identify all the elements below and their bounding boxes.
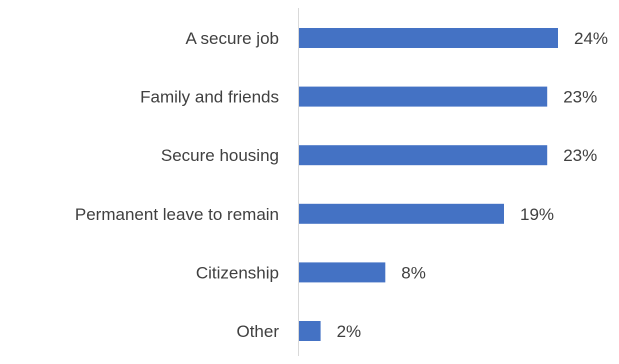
category-label: Family and friends	[140, 88, 279, 107]
category-label: Other	[236, 322, 279, 341]
category-label: Citizenship	[196, 263, 279, 282]
bar	[299, 262, 386, 283]
category-labels: A secure job Family and friends Secure hou…	[75, 29, 279, 341]
category-label: Secure housing	[161, 146, 279, 165]
bar	[299, 203, 504, 224]
bar	[299, 28, 558, 48]
bar	[299, 321, 321, 341]
value-label: 2%	[337, 322, 362, 341]
value-label: 19%	[520, 205, 554, 224]
bars-layer	[299, 28, 558, 341]
value-label: 8%	[401, 263, 426, 282]
bar	[299, 145, 548, 166]
category-label: Permanent leave to remain	[75, 205, 279, 224]
value-labels: 24% 23% 23% 19% 8% 2%	[337, 29, 608, 341]
value-label: 23%	[563, 88, 597, 107]
value-label: 23%	[563, 146, 597, 165]
value-label: 24%	[574, 29, 608, 48]
bar	[299, 86, 548, 107]
category-label: A secure job	[185, 29, 279, 48]
